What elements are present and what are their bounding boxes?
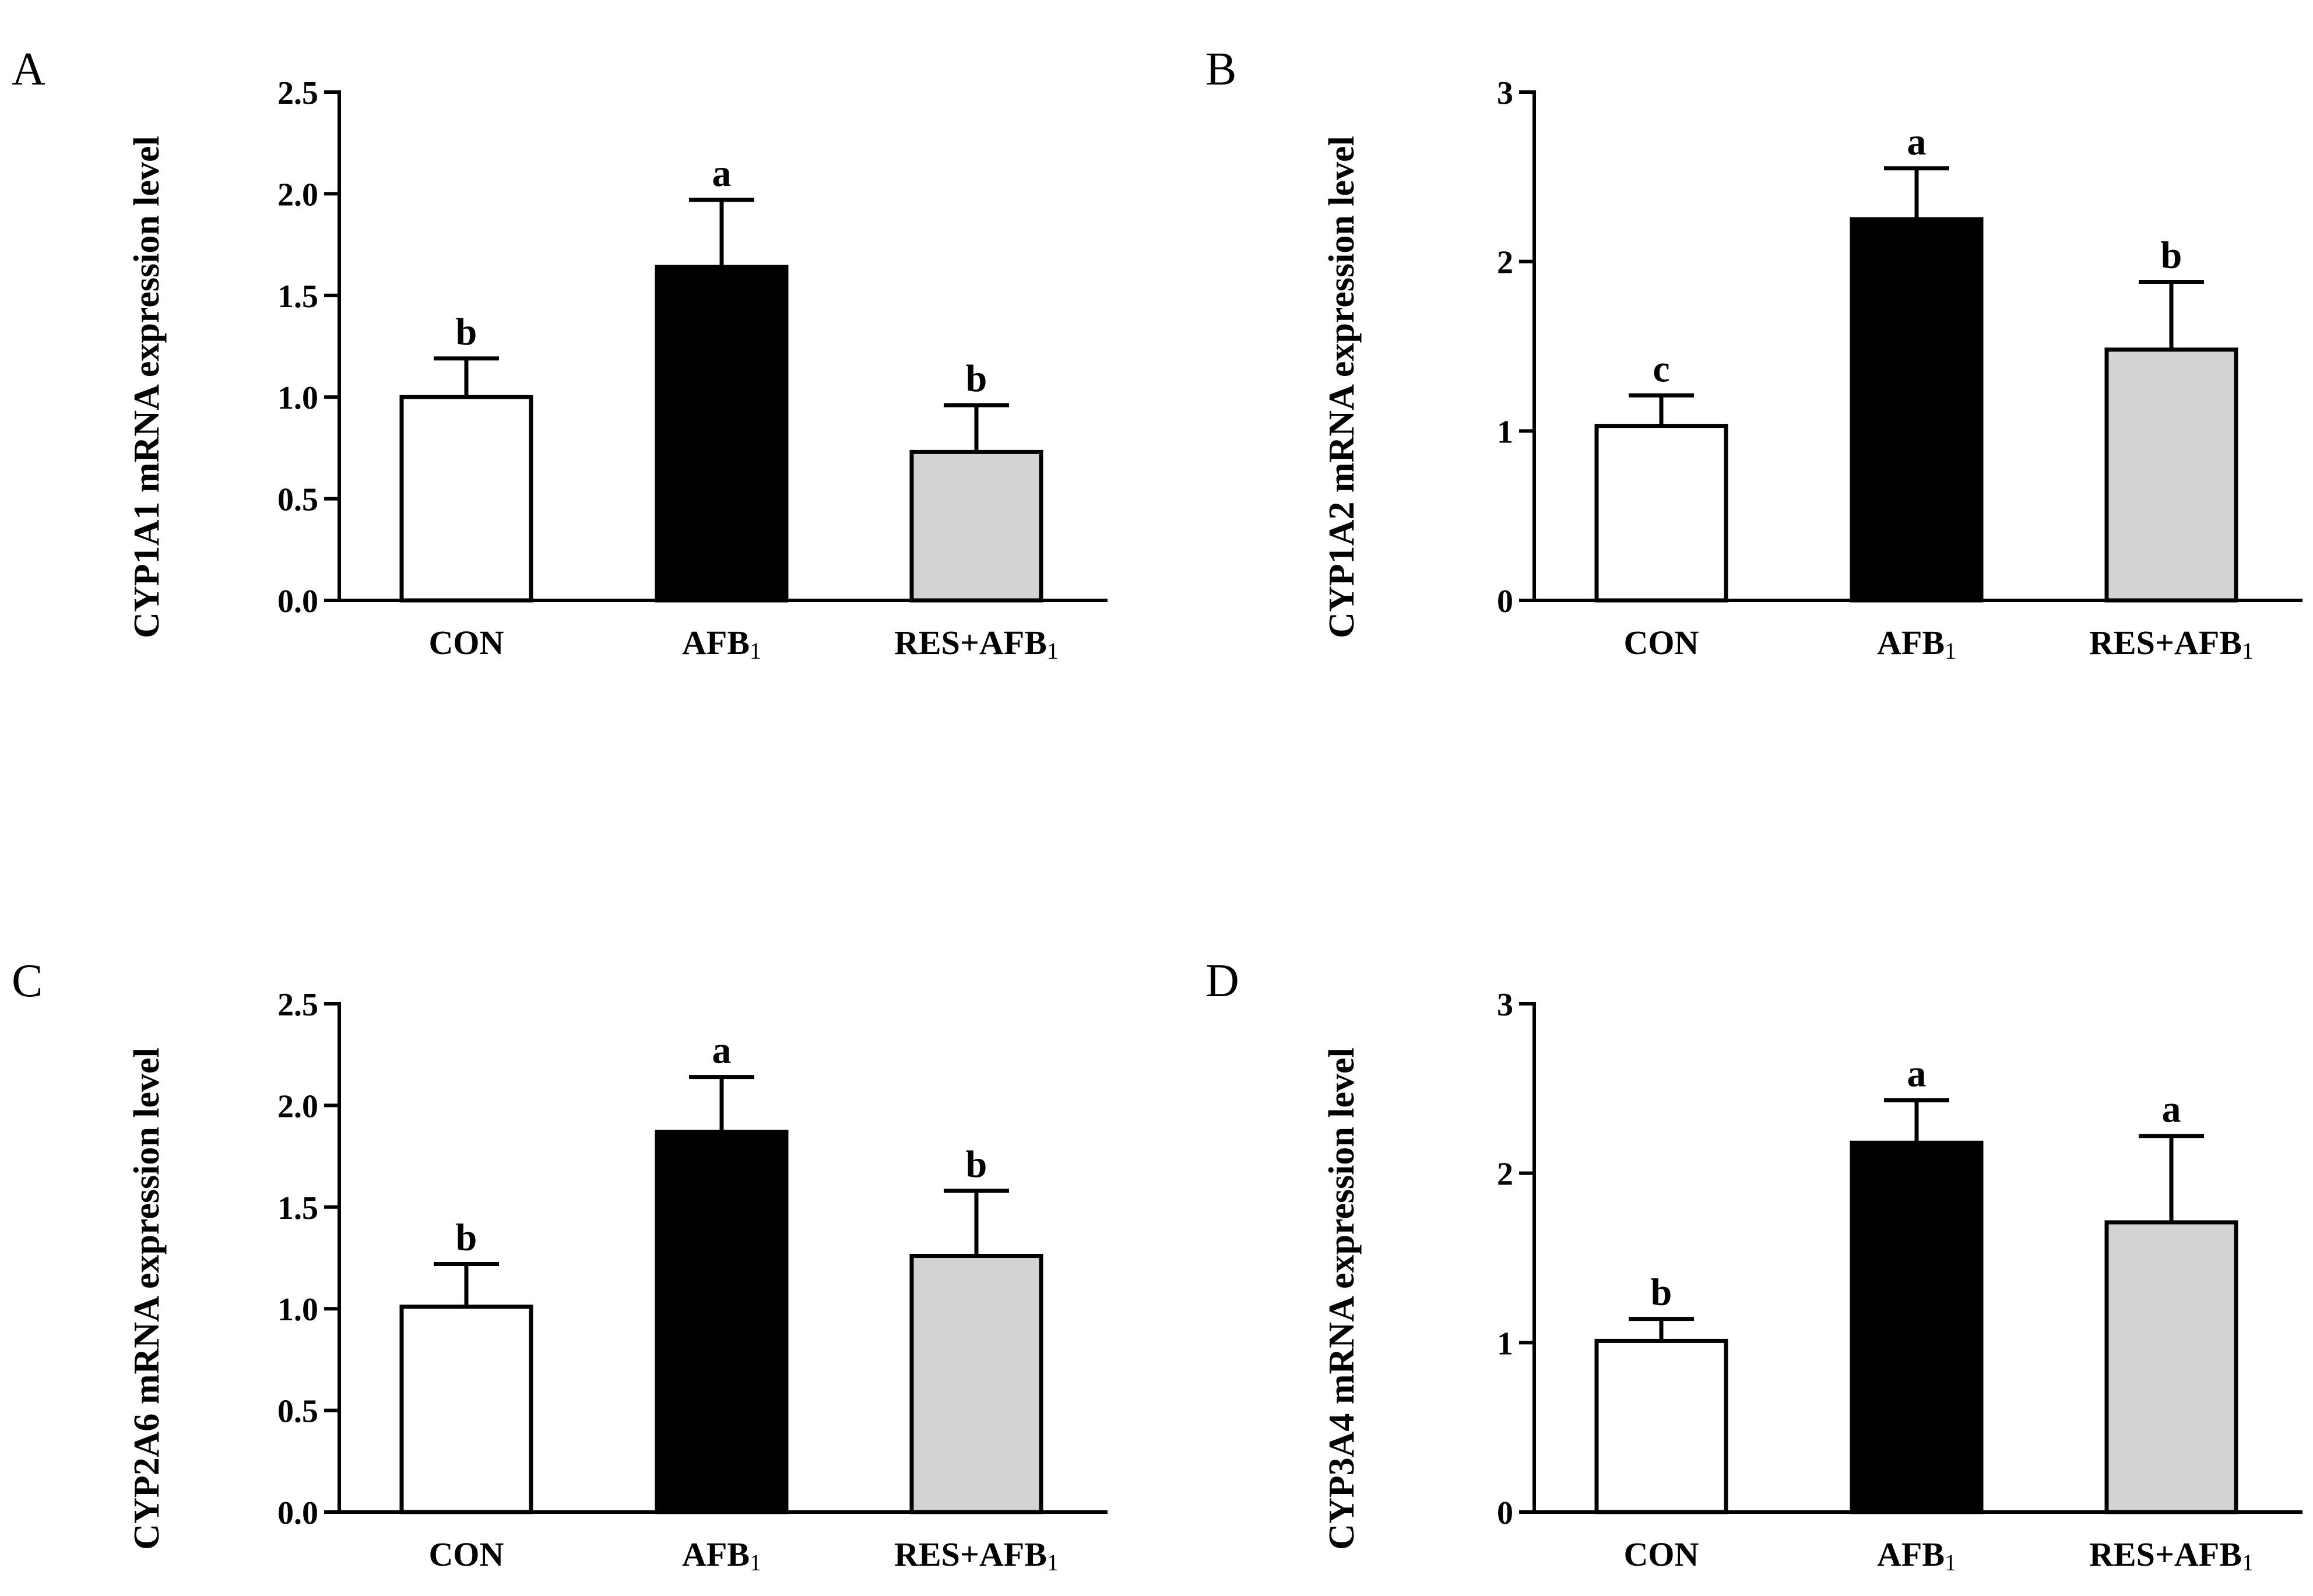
panel-b: B 0 1 2 3 CYP1A2 mRNA expression level c CON a AF… <box>1205 44 2303 664</box>
y-tick-label: 1 <box>1497 414 1513 450</box>
y-tick-label: 2 <box>1497 1156 1513 1193</box>
y-tick-label: 0.5 <box>277 1394 318 1430</box>
category-label: CON <box>1624 1535 1699 1573</box>
category-label: CON <box>429 1535 504 1573</box>
significance-letter: a <box>1907 121 1927 163</box>
significance-letter: a <box>712 1029 732 1072</box>
category-label: RES+AFB1 <box>894 1535 1059 1576</box>
bar-con <box>1594 1338 1728 1514</box>
y-axis-label: CYP2A6 mRNA expression level <box>127 1047 167 1550</box>
significance-letter: a <box>712 152 732 195</box>
y-tick-label: 1.0 <box>277 380 318 416</box>
y-tick-label: 3 <box>1497 75 1513 111</box>
y-tick-label: 1.0 <box>277 1292 318 1328</box>
significance-letter: b <box>2161 234 2182 277</box>
panel-letter: C <box>12 955 43 1007</box>
y-tick-label: 2.5 <box>277 987 318 1023</box>
significance-letter: b <box>966 1143 987 1186</box>
bar-afb <box>655 1130 789 1514</box>
y-tick-label: 2.5 <box>277 75 318 111</box>
bar-res-afb <box>2104 347 2238 603</box>
panel-a: A 0.0 0.5 1.0 1.5 2.0 2.5 CYP1A1 mRNA expressio… <box>12 44 1108 664</box>
panel-c: C 0.0 0.5 1.0 1.5 2.0 2.5 CYP2A6 mRNA expressio… <box>12 955 1108 1576</box>
y-axis-label: CYP1A2 mRNA expression level <box>1322 136 1362 638</box>
category-label: RES+AFB1 <box>894 624 1059 664</box>
category-label: AFB1 <box>1877 1535 1956 1576</box>
panel-letter: A <box>12 44 45 95</box>
category-label: CON <box>1624 624 1699 662</box>
category-label: AFB1 <box>1877 624 1956 664</box>
panel-d: D 0 1 2 3 CYP3A4 mRNA expression level b CON a AF… <box>1205 955 2303 1576</box>
bar-con <box>399 1305 533 1514</box>
bar-con <box>1594 424 1728 603</box>
y-tick-label: 2.0 <box>277 177 318 213</box>
bar-res-afb <box>909 1254 1043 1514</box>
y-tick-label: 1 <box>1497 1326 1513 1362</box>
y-tick-label: 2.0 <box>277 1088 318 1124</box>
panel-letter: B <box>1205 44 1236 95</box>
significance-letter: b <box>456 311 477 353</box>
y-tick-label: 0 <box>1497 583 1513 620</box>
significance-letter: c <box>1653 347 1669 390</box>
significance-letter: b <box>1651 1271 1672 1314</box>
y-axis-label: CYP1A1 mRNA expression level <box>127 136 167 638</box>
y-tick-label: 1.5 <box>277 279 318 315</box>
significance-letter: b <box>456 1216 477 1258</box>
bar-afb <box>1850 217 1984 603</box>
category-label: RES+AFB1 <box>2089 1535 2254 1576</box>
y-tick-label: 0 <box>1497 1495 1513 1531</box>
panel-letter: D <box>1205 955 1239 1007</box>
y-tick-label: 0.5 <box>277 482 318 518</box>
bar-con <box>399 395 533 603</box>
y-tick-label: 1.5 <box>277 1190 318 1226</box>
category-label: AFB1 <box>682 1535 761 1576</box>
bar-afb <box>1850 1140 1984 1514</box>
significance-letter: a <box>1907 1053 1927 1095</box>
category-label: CON <box>429 624 504 662</box>
y-axis-label: CYP3A4 mRNA expression level <box>1322 1047 1362 1550</box>
bar-res-afb <box>2104 1220 2238 1514</box>
bar-afb <box>655 265 789 603</box>
category-label: AFB1 <box>682 624 761 664</box>
bar-res-afb <box>909 449 1043 603</box>
significance-letter: b <box>966 357 987 400</box>
y-tick-label: 3 <box>1497 987 1513 1023</box>
y-tick-label: 2 <box>1497 245 1513 281</box>
y-tick-label: 0.0 <box>277 1495 318 1531</box>
category-label: RES+AFB1 <box>2089 624 2254 664</box>
y-tick-label: 0.0 <box>277 583 318 620</box>
significance-letter: a <box>2162 1088 2181 1131</box>
